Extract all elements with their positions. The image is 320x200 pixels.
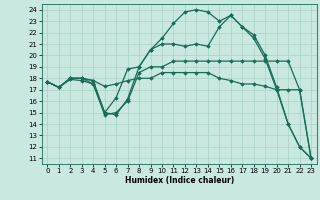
X-axis label: Humidex (Indice chaleur): Humidex (Indice chaleur) — [124, 176, 234, 185]
